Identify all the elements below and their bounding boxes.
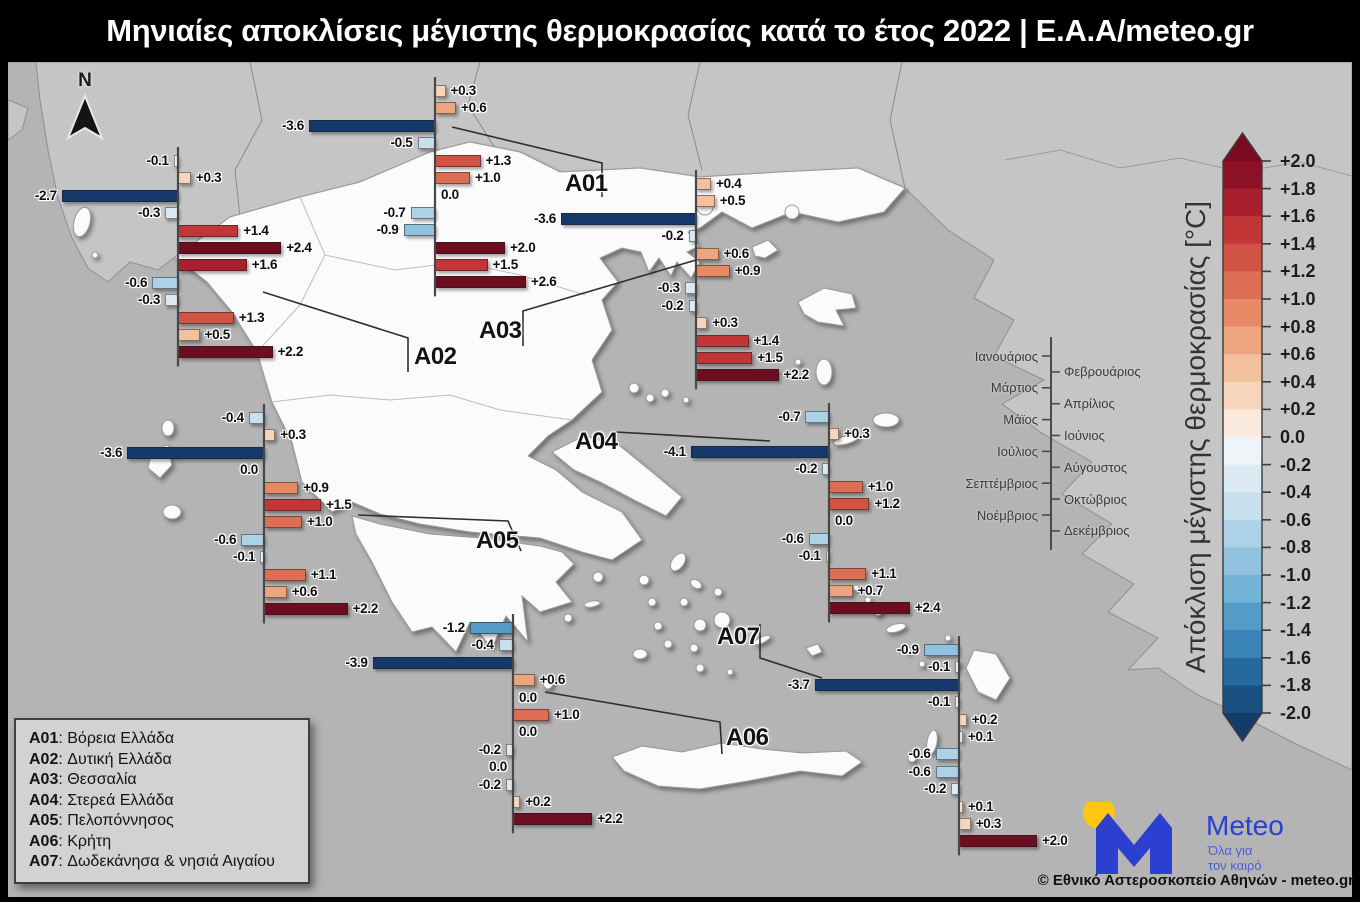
- legend-item-a03: A03Θεσσαλία: [29, 770, 308, 791]
- legend-item-a07: A07Δωδεκάνησα & νησιά Αιγαίου: [29, 852, 308, 873]
- legend-item-a04: A04Στερεά Ελλάδα: [29, 791, 308, 812]
- legend-item-a02: A02Δυτική Ελλάδα: [29, 750, 308, 771]
- title-bar: Μηνιαίες αποκλίσεις μέγιστης θερμοκρασία…: [0, 0, 1360, 62]
- logo-brand: Meteo: [1206, 810, 1284, 842]
- legend-item-a06: A06Κρήτη: [29, 832, 308, 853]
- copyright: © Εθνικό Αστεροσκοπείο Αθηνών - meteo.gr: [1038, 872, 1354, 889]
- legend-box: A01Βόρεια Ελλάδα A02Δυτική Ελλάδα A03Θεσ…: [14, 718, 310, 884]
- legend-item-a05: A05Πελοπόννησος: [29, 811, 308, 832]
- meteo-logo: [1078, 802, 1198, 877]
- legend-item-a01: A01Βόρεια Ελλάδα: [29, 729, 308, 750]
- logo-m-icon: [1096, 813, 1172, 874]
- page: Μηνιαίες αποκλίσεις μέγιστης θερμοκρασία…: [0, 0, 1360, 902]
- page-title: Μηνιαίες αποκλίσεις μέγιστης θερμοκρασία…: [106, 13, 1254, 49]
- compass-label: N: [72, 70, 98, 92]
- colorbar-title: Απόκλιση μέγιστης θερμοκρασίας [°C]: [1176, 157, 1216, 717]
- logo-tagline: Όλα για τον καιρό: [1208, 843, 1262, 873]
